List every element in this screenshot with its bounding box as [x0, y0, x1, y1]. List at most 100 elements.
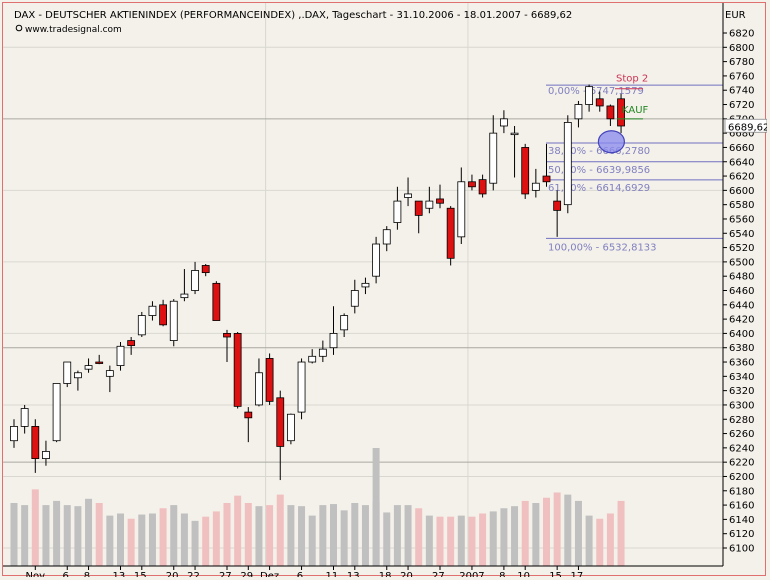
candle-up	[52, 383, 61, 442]
candle-up	[574, 104, 583, 120]
y-tick-label: 6100	[729, 544, 754, 555]
candle-down	[553, 200, 562, 211]
y-tick-label: 6160	[729, 501, 754, 512]
x-tick-label: Dez	[260, 571, 279, 577]
volume-bar	[415, 508, 423, 566]
y-tick-label: 6760	[729, 71, 754, 82]
candle-up	[499, 118, 508, 127]
y-tick-label: 6360	[729, 358, 754, 369]
volume-bar	[127, 518, 135, 566]
volume-bar	[330, 504, 337, 566]
volume-bar	[287, 505, 295, 566]
fibonacci-retracement[interactable]: 0,00% - 6747,1579 38,20% - 6666,2780 50,00…	[546, 84, 723, 253]
volume-bar	[95, 503, 103, 566]
y-tick-label: 6780	[729, 57, 754, 68]
candle-up	[286, 413, 295, 442]
volume-bar	[372, 448, 380, 566]
candle-up	[308, 355, 317, 363]
volume-bar	[617, 500, 625, 566]
volume-bar	[74, 506, 82, 566]
candle-up	[148, 305, 157, 316]
volume-bar	[63, 505, 71, 566]
candle-up	[563, 122, 572, 206]
candle-down	[265, 358, 274, 402]
candle-down	[233, 333, 242, 407]
annotations: Stop 2 KAUF	[597, 74, 649, 154]
candle-down	[617, 98, 625, 127]
volume-bar	[500, 508, 508, 566]
volume-bar	[53, 500, 61, 566]
volume-bar	[148, 513, 156, 566]
volume-bar	[202, 516, 210, 566]
y-tick-label: 6220	[729, 458, 754, 469]
candle-down	[468, 181, 476, 188]
globe-icon	[15, 24, 23, 32]
volume-bar	[106, 515, 114, 566]
candlestick-chart[interactable]: 0,00% - 6747,1579 38,20% - 6666,2780 50,00…	[3, 3, 767, 577]
candle-down	[606, 105, 615, 120]
candle-up	[340, 315, 349, 331]
candle-up	[382, 229, 391, 245]
plot-background	[3, 3, 723, 575]
candle-down	[223, 333, 231, 338]
volume-bar	[191, 520, 199, 566]
volume-bar	[511, 506, 519, 566]
x-tick-label: 15.	[549, 571, 565, 577]
signal-marker	[597, 130, 626, 154]
candle-up	[425, 200, 434, 209]
y-tick-label: 6580	[729, 200, 754, 211]
volume-bar	[266, 505, 274, 566]
candle-up	[20, 408, 29, 427]
x-tick-label: 20.	[400, 571, 416, 577]
y-tick-label: 6500	[729, 257, 754, 268]
volume-bar	[489, 511, 497, 566]
y-tick-label: 6420	[729, 315, 754, 326]
x-tick-label: 10.	[517, 571, 533, 577]
y-tick-label: 6120	[729, 529, 754, 540]
y-tick-label: 6540	[729, 229, 754, 240]
candle-down	[31, 426, 40, 459]
x-tick-label: 27.	[219, 571, 235, 577]
candle-down	[95, 361, 104, 364]
volume-bar	[393, 505, 401, 566]
volume-bar	[85, 498, 93, 566]
candle-up	[191, 270, 199, 291]
x-tick-label: 17.	[570, 571, 586, 577]
y-tick-label: 6620	[729, 172, 754, 183]
y-tick-label: 6740	[729, 86, 754, 97]
candle-up	[297, 361, 306, 413]
volume-bar	[553, 492, 561, 566]
candle-up	[510, 132, 519, 136]
y-tick-label: 6180	[729, 486, 754, 497]
volume-bar	[234, 495, 242, 566]
volume-bars	[10, 448, 625, 566]
volume-bar	[479, 513, 487, 566]
candle-down	[276, 397, 285, 447]
source-link[interactable]: www.tradesignal.com	[25, 25, 122, 35]
candle-up	[585, 86, 593, 105]
fibonacci-label: 0,00% - 6747,1579	[548, 86, 644, 97]
x-tick-label: 15.	[134, 571, 150, 577]
candle-down	[212, 282, 221, 321]
candle-up	[393, 200, 402, 223]
volume-bar	[223, 503, 231, 566]
y-tick-label: 6480	[729, 272, 754, 283]
x-tick-label: 29.	[240, 571, 256, 577]
volume-bar	[180, 513, 188, 566]
volume-bar	[436, 516, 444, 566]
x-tick-label: 27.	[432, 571, 448, 577]
candle-up	[63, 361, 72, 384]
stop-label: Stop 2	[616, 74, 648, 85]
candle-down	[478, 179, 487, 195]
candle-down	[595, 98, 604, 107]
volume-bar	[564, 494, 572, 566]
x-tick-label: 20.	[166, 571, 182, 577]
y-tick-label: 6300	[729, 400, 754, 411]
y-tick-label: 6260	[729, 429, 754, 440]
y-axis: 6100 6120 6140 6160 6180 6200 6220 6240 6260 6280…	[723, 29, 767, 555]
y-tick-label: 6280	[729, 415, 754, 426]
candle-up	[329, 333, 338, 349]
volume-bar	[170, 505, 178, 566]
x-tick-label: 18.	[379, 571, 395, 577]
